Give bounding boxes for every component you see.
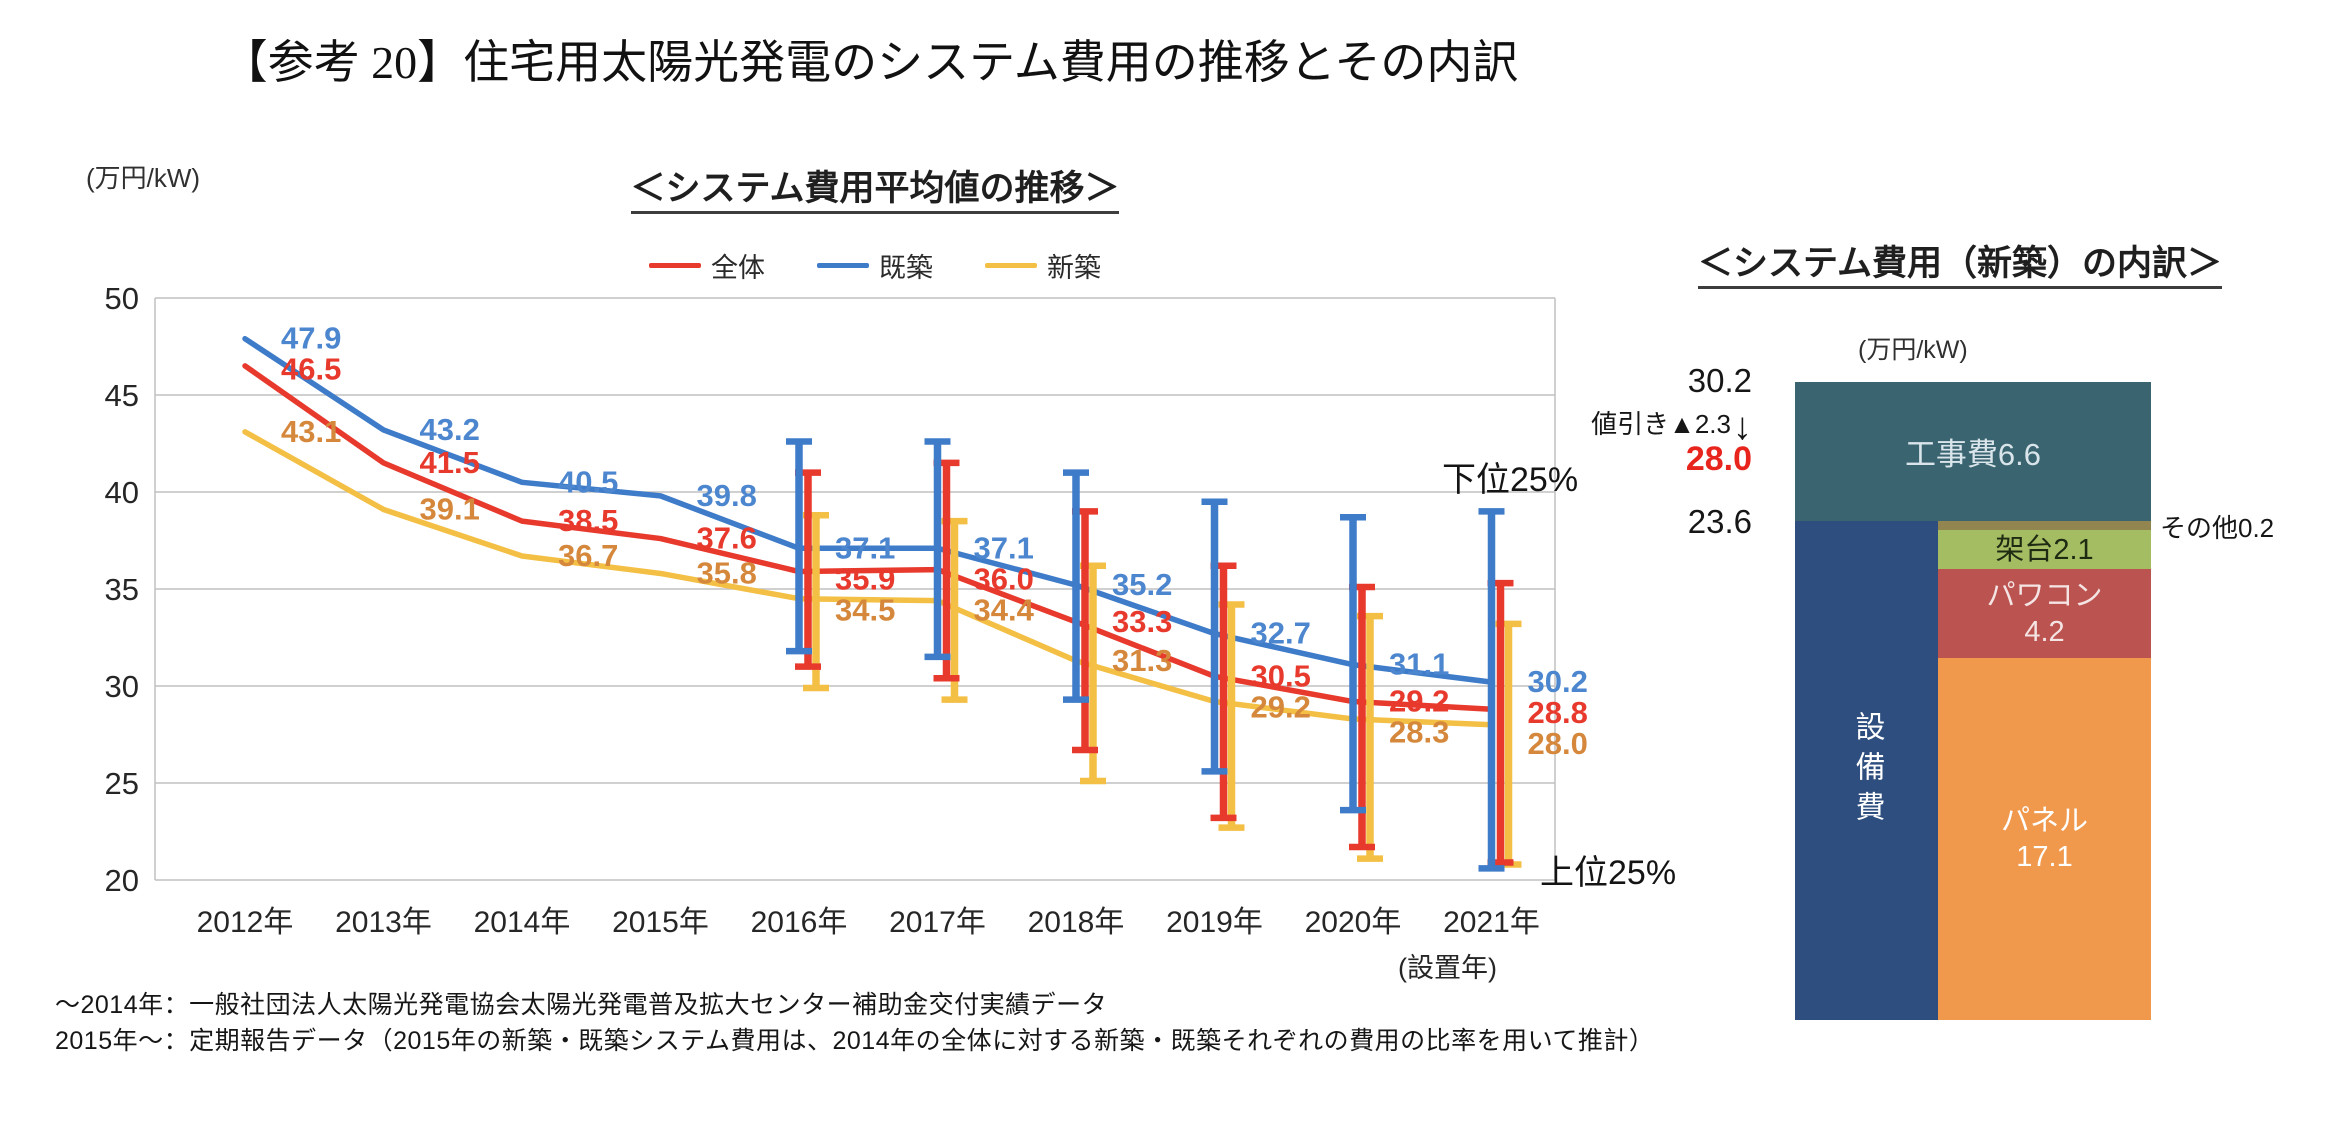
x-tick-label: 2014年: [474, 906, 571, 939]
lower-whisker-annotation: 上位25%: [1540, 854, 1677, 892]
x-tick-label: 2021年: [1443, 906, 1540, 939]
data-label-新築: 35.8: [697, 555, 757, 590]
data-label-新築: 29.2: [1251, 689, 1311, 724]
legend-line-icon: [649, 263, 701, 268]
x-tick-label: 2016年: [751, 906, 848, 939]
x-tick-label: 2020年: [1305, 906, 1402, 939]
y-tick-label: 25: [105, 766, 139, 801]
data-label-全体: 28.8: [1528, 695, 1588, 730]
data-label-全体: 33.3: [1112, 604, 1172, 639]
legend-item-既築: 既築: [817, 246, 933, 285]
x-axis-note: (設置年): [1398, 953, 1497, 983]
y-tick-label: 35: [105, 572, 139, 607]
data-label-新築: 34.4: [974, 592, 1035, 627]
data-label-新築: 36.7: [558, 538, 618, 573]
bar-chart-axis-marks: 30.2 値引き▲2.3 ↓ 28.0 23.6: [1570, 0, 1752, 600]
y-tick-label: 50: [105, 281, 139, 316]
segment-パワコン: パワコン 4.2: [1938, 569, 2151, 659]
stacked-bar: 工事費6.6 設備費 架台2.1 パワコン 4.2 パネル 17.1: [1795, 382, 2151, 1020]
series-line-新築: [242, 429, 1495, 728]
legend-label: 既築: [879, 253, 933, 283]
segment-label: 架台2.1: [1995, 533, 2094, 566]
data-label-既築: 47.9: [281, 321, 341, 356]
other-segment-label: その他0.2: [2160, 513, 2275, 543]
data-label-新築: 34.5: [835, 592, 895, 627]
data-label-既築: 35.2: [1112, 567, 1172, 602]
x-tick-label: 2012年: [197, 906, 294, 939]
page-title: 【参考 20】住宅用太陽光発電のシステム費用の推移とその内訳: [221, 37, 1519, 88]
x-tick-label: 2013年: [335, 906, 432, 939]
line-chart-unit-label: (万円/kW): [86, 163, 201, 193]
segment-工事費: 工事費6.6: [1795, 382, 2151, 522]
bar-after-discount-label: 28.0: [1685, 440, 1752, 478]
data-label-全体: 36.0: [974, 561, 1034, 596]
x-tick-label: 2015年: [612, 906, 709, 939]
data-label-既築: 32.7: [1251, 616, 1311, 651]
y-tick-label: 30: [105, 669, 139, 704]
data-label-既築: 39.8: [697, 478, 757, 513]
data-label-既築: 37.1: [835, 530, 895, 565]
data-label-新築: 39.1: [420, 491, 480, 526]
segment-label: 設備費: [1850, 710, 1884, 831]
series-line-全体: [242, 363, 1495, 713]
data-label-全体: 29.2: [1389, 684, 1449, 719]
data-label-全体: 35.9: [835, 561, 895, 596]
legend-line-icon: [985, 263, 1037, 268]
down-arrow-icon: ↓: [1733, 406, 1752, 448]
bar-equipment-total-label: 23.6: [1687, 503, 1752, 540]
y-tick-label: 45: [105, 378, 139, 413]
y-tick-label: 40: [105, 475, 139, 510]
footnote-1: ～2014年：一般社団法人太陽光発電協会太陽光発電普及拡大センター補助金交付実績…: [55, 991, 1108, 1019]
data-label-全体: 37.6: [697, 521, 757, 556]
line-chart-legend: 全体 既築 新築: [535, 246, 1215, 285]
legend-item-全体: 全体: [649, 246, 765, 285]
data-label-全体: 41.5: [420, 445, 480, 480]
bar-right-column: 架台2.1 パワコン 4.2 パネル 17.1: [1938, 521, 2151, 1020]
segment-パネル: パネル 17.1: [1938, 658, 2151, 1020]
legend-label: 新築: [1047, 253, 1101, 283]
data-label-既築: 40.5: [558, 464, 618, 499]
data-label-新築: 43.1: [281, 414, 341, 449]
y-tick-label: 20: [105, 863, 139, 898]
bar-lower-row: 設備費 架台2.1 パワコン 4.2 パネル 17.1: [1795, 521, 2151, 1020]
x-tick-label: 2019年: [1166, 906, 1263, 939]
segment-label: 17.1: [2016, 841, 2073, 874]
upper-whisker-annotation: 下位25%: [1442, 461, 1579, 499]
x-tick-label: 2017年: [889, 906, 986, 939]
footnote-2: 2015年～：定期報告データ（2015年の新築・既築システム費用は、2014年の…: [55, 1027, 1655, 1055]
legend-label: 全体: [711, 253, 765, 283]
legend-item-新築: 新築: [985, 246, 1101, 285]
series-line-既築: [242, 335, 1495, 685]
data-label-新築: 31.3: [1112, 643, 1172, 678]
bar-total-label: 30.2: [1687, 362, 1752, 399]
bar-discount-label: 値引き▲2.3 ↓: [1591, 406, 1752, 448]
segment-設備費: 設備費: [1795, 521, 1938, 1020]
data-label-全体: 46.5: [281, 352, 341, 387]
data-label-既築: 31.1: [1389, 647, 1449, 682]
line-chart-title: ＜システム費用平均値の推移＞: [535, 160, 1215, 214]
segment-label: パワコン: [1986, 579, 2103, 612]
legend-line-icon: [817, 263, 869, 268]
segment-その他: [1938, 521, 2151, 531]
x-tick-label: 2018年: [1028, 906, 1125, 939]
data-label-既築: 37.1: [974, 530, 1034, 565]
bar-chart-title: ＜システム費用（新築）の内訳＞: [1630, 235, 2290, 289]
bar-chart-unit-label: (万円/kW): [1858, 336, 1968, 364]
segment-label: 4.2: [2024, 615, 2065, 648]
data-label-全体: 38.5: [558, 503, 618, 538]
data-label-全体: 30.5: [1251, 658, 1311, 693]
data-label-既築: 43.2: [420, 412, 480, 447]
data-label-既築: 30.2: [1528, 664, 1588, 699]
segment-label: パネル: [2000, 805, 2088, 838]
data-label-新築: 28.0: [1528, 726, 1588, 761]
segment-架台: 架台2.1: [1938, 530, 2151, 570]
data-label-新築: 28.3: [1389, 715, 1449, 750]
